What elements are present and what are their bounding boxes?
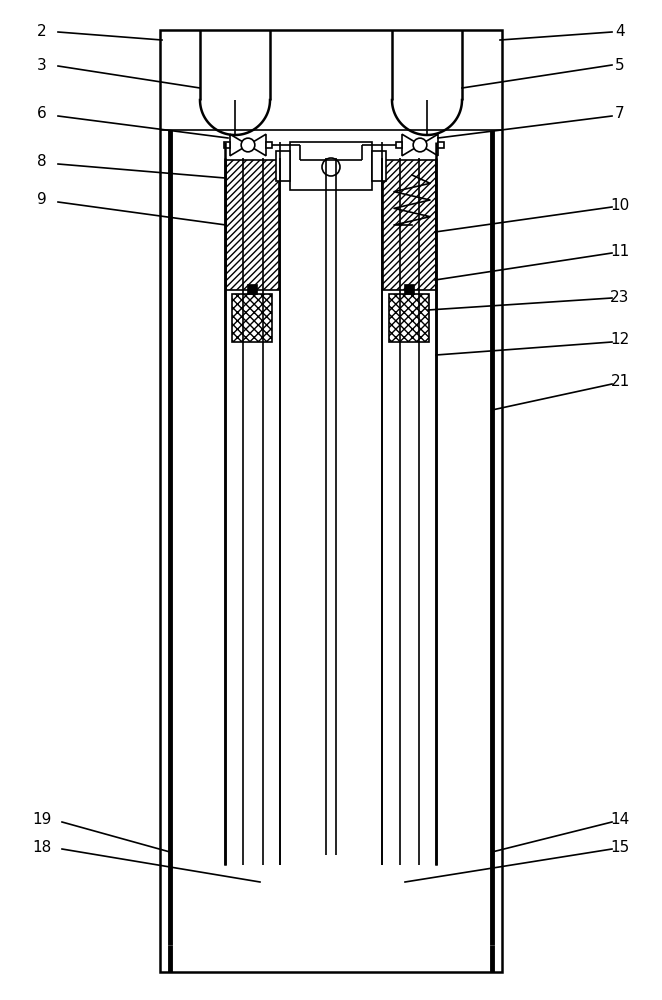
Text: 5: 5 <box>615 57 625 73</box>
Polygon shape <box>402 134 420 156</box>
Text: 10: 10 <box>610 198 630 213</box>
Text: 19: 19 <box>32 812 52 828</box>
Text: 8: 8 <box>37 154 47 169</box>
Text: 23: 23 <box>610 290 630 304</box>
Text: 9: 9 <box>37 192 47 208</box>
Circle shape <box>413 138 427 152</box>
Bar <box>160 30 502 972</box>
Text: 7: 7 <box>615 106 625 121</box>
Text: 6: 6 <box>37 106 47 121</box>
Bar <box>372 151 386 181</box>
Polygon shape <box>420 134 438 156</box>
Polygon shape <box>230 134 248 156</box>
Polygon shape <box>248 134 266 156</box>
Text: 12: 12 <box>610 332 630 348</box>
Text: 11: 11 <box>610 244 630 259</box>
Bar <box>438 142 444 148</box>
Bar <box>290 142 372 190</box>
Text: 2: 2 <box>37 24 47 39</box>
Circle shape <box>322 158 340 176</box>
Bar <box>276 151 290 181</box>
Text: 3: 3 <box>37 57 47 73</box>
Bar <box>383 160 436 290</box>
Text: 15: 15 <box>610 840 630 856</box>
Bar <box>247 284 257 294</box>
Text: 4: 4 <box>615 24 625 39</box>
Bar <box>224 142 230 148</box>
Bar <box>266 142 272 148</box>
Bar <box>226 160 279 290</box>
Bar <box>389 294 429 342</box>
Bar <box>404 284 414 294</box>
Bar <box>397 142 402 148</box>
Bar <box>232 294 272 342</box>
Circle shape <box>241 138 255 152</box>
Text: 21: 21 <box>610 374 630 389</box>
Text: 18: 18 <box>32 840 52 856</box>
Text: 14: 14 <box>610 812 630 828</box>
